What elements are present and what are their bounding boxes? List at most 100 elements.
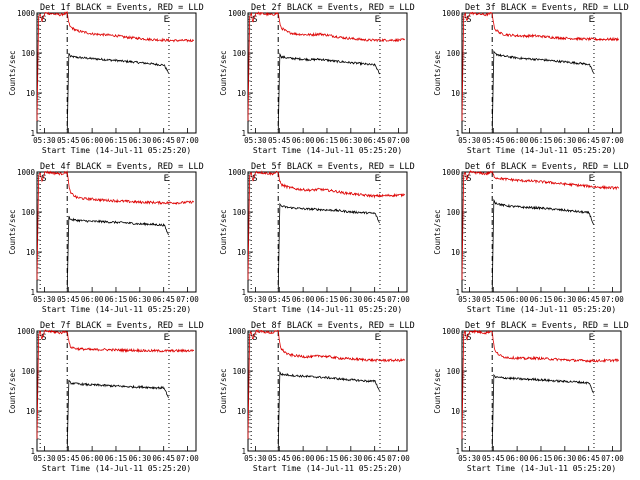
panel-title: Det 5f BLACK = Events, RED = LLD xyxy=(251,162,415,172)
x-tick-label: 05:45 xyxy=(268,454,291,463)
y-tick-label: 1 xyxy=(455,129,460,138)
y-axis-label: Counts/sec xyxy=(219,209,228,254)
x-tick-label: 06:15 xyxy=(316,454,339,463)
y-tick-label: 1 xyxy=(241,288,246,297)
plot-frame xyxy=(247,12,408,134)
detector-panel-5f: Det 5f BLACK = Events, RED = LLD 1 10 100 10… xyxy=(219,162,415,314)
y-tick-label: 100 xyxy=(446,367,460,376)
series-events-line xyxy=(277,52,380,134)
x-tick-label: 05:45 xyxy=(57,295,80,304)
y-tick-label: 1 xyxy=(30,288,35,297)
series-lld-line xyxy=(461,11,619,121)
x-tick-label: 05:45 xyxy=(268,136,291,145)
detector-panel-2f: Det 2f BLACK = Events, RED = LLD 1 10 100 10… xyxy=(219,3,415,155)
y-tick-label: 1 xyxy=(30,129,35,138)
x-tick-label: 05:30 xyxy=(244,136,267,145)
x-tick-label: 05:30 xyxy=(33,136,56,145)
y-tick-label: 100 xyxy=(21,208,35,217)
y-tick-label: 100 xyxy=(446,208,460,217)
plot-frame xyxy=(247,171,408,293)
y-tick-label: 100 xyxy=(232,49,246,58)
panel-title: Det 1f BLACK = Events, RED = LLD xyxy=(40,3,204,13)
y-tick-label: 1 xyxy=(455,288,460,297)
x-tick-label: 07:00 xyxy=(387,295,410,304)
x-tick-label: 05:30 xyxy=(244,295,267,304)
x-tick-label: 07:00 xyxy=(387,136,410,145)
x-axis-label: Start Time (14-Jul-11 05:25:20) xyxy=(253,305,402,314)
x-tick-label: 05:45 xyxy=(482,454,505,463)
y-tick-label: 100 xyxy=(232,208,246,217)
x-axis-label: Start Time (14-Jul-11 05:25:20) xyxy=(467,305,616,314)
marker-s-label: S xyxy=(41,174,46,184)
y-tick-label: 1 xyxy=(30,447,35,456)
y-tick-label: 1000 xyxy=(228,9,247,18)
x-tick-label: 06:00 xyxy=(506,136,529,145)
marker-e-label: E xyxy=(589,333,594,343)
y-axis-label: Counts/sec xyxy=(433,50,442,95)
x-tick-label: 05:45 xyxy=(57,454,80,463)
marker-e-label: E xyxy=(164,174,169,184)
detector-panel-1f: Det 1f BLACK = Events, RED = LLD 1 10 100 10… xyxy=(8,3,204,155)
x-axis-label: Start Time (14-Jul-11 05:25:20) xyxy=(253,146,402,155)
x-tick-label: 06:45 xyxy=(577,136,600,145)
x-tick-label: 06:30 xyxy=(129,295,152,304)
x-tick-label: 06:00 xyxy=(81,136,104,145)
panel-title: Det 3f BLACK = Events, RED = LLD xyxy=(465,3,629,13)
x-axis-label: Start Time (14-Jul-11 05:25:20) xyxy=(42,464,191,473)
x-tick-label: 07:00 xyxy=(176,454,199,463)
y-tick-label: 1000 xyxy=(442,327,461,336)
y-tick-label: 10 xyxy=(237,248,247,257)
y-tick-label: 10 xyxy=(26,248,36,257)
x-tick-label: 05:45 xyxy=(268,295,291,304)
x-tick-label: 06:30 xyxy=(129,454,152,463)
x-tick-label: 06:30 xyxy=(129,136,152,145)
x-tick-label: 05:30 xyxy=(33,454,56,463)
plot-frame xyxy=(36,330,197,452)
series-events-line xyxy=(66,53,169,134)
x-tick-label: 07:00 xyxy=(601,295,624,304)
x-tick-label: 06:00 xyxy=(81,454,104,463)
x-tick-label: 06:30 xyxy=(340,454,363,463)
panel-title: Det 8f BLACK = Events, RED = LLD xyxy=(251,321,415,331)
y-tick-label: 1000 xyxy=(228,327,247,336)
x-tick-label: 06:00 xyxy=(292,295,315,304)
marker-s-label: S xyxy=(466,15,471,25)
series-events-line xyxy=(491,198,594,293)
panel-title: Det 2f BLACK = Events, RED = LLD xyxy=(251,3,415,13)
x-axis-label: Start Time (14-Jul-11 05:25:20) xyxy=(467,464,616,473)
x-tick-label: 06:30 xyxy=(340,295,363,304)
marker-s-label: S xyxy=(466,174,471,184)
series-lld-line xyxy=(36,10,194,121)
y-tick-label: 1000 xyxy=(17,327,36,336)
x-tick-label: 07:00 xyxy=(601,136,624,145)
x-tick-label: 06:45 xyxy=(363,454,386,463)
series-lld-line xyxy=(36,329,194,439)
detector-panel-7f: Det 7f BLACK = Events, RED = LLD 1 10 100 10… xyxy=(8,321,204,473)
x-tick-label: 06:00 xyxy=(292,136,315,145)
x-tick-label: 07:00 xyxy=(176,136,199,145)
y-tick-label: 1000 xyxy=(228,168,247,177)
y-axis-label: Counts/sec xyxy=(219,368,228,413)
y-tick-label: 1 xyxy=(455,447,460,456)
series-lld-line xyxy=(461,169,619,280)
plot-frame xyxy=(461,12,622,134)
series-lld-line xyxy=(247,328,405,439)
series-lld-line xyxy=(36,170,194,280)
plot-frame xyxy=(461,171,622,293)
marker-e-label: E xyxy=(375,333,380,343)
x-tick-label: 06:45 xyxy=(152,136,175,145)
x-tick-label: 06:15 xyxy=(530,295,553,304)
x-tick-label: 05:30 xyxy=(33,295,56,304)
detector-panel-9f: Det 9f BLACK = Events, RED = LLD 1 10 100 10… xyxy=(433,321,629,473)
marker-s-label: S xyxy=(41,15,46,25)
y-tick-label: 10 xyxy=(237,407,247,416)
plot-frame xyxy=(247,330,408,452)
y-tick-label: 1 xyxy=(241,129,246,138)
x-tick-label: 07:00 xyxy=(387,454,410,463)
x-tick-label: 06:30 xyxy=(554,136,577,145)
y-axis-label: Counts/sec xyxy=(8,368,17,413)
marker-e-label: E xyxy=(589,174,594,184)
x-tick-label: 06:15 xyxy=(530,136,553,145)
y-tick-label: 10 xyxy=(26,407,36,416)
